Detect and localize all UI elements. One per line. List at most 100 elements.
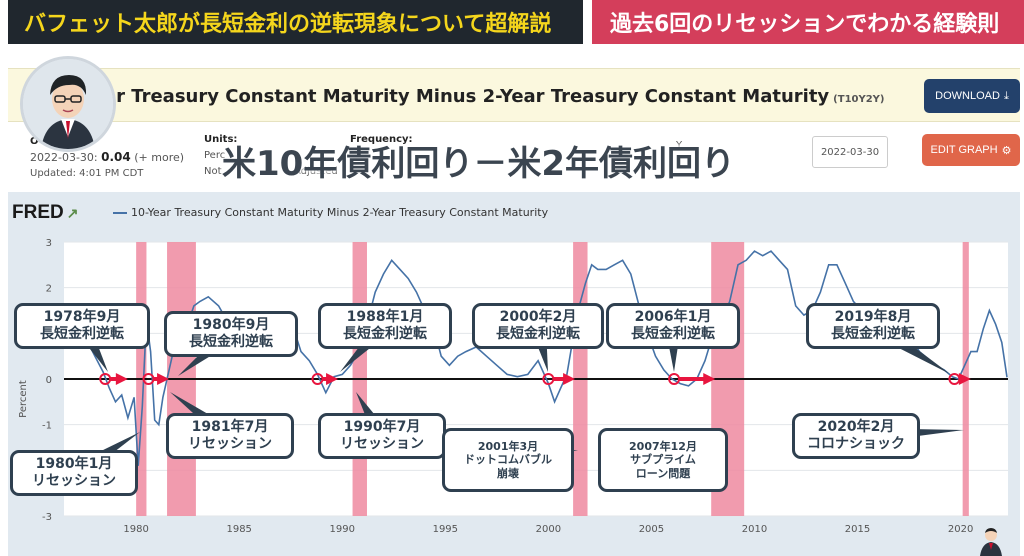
callout-box: 2001年3月 ドットコムバブル 崩壊: [442, 428, 574, 492]
callout-line: 崩壊: [497, 466, 519, 480]
banner-right: 過去6回のリセッションでわかる経験則: [592, 0, 1024, 44]
callout-line: 長短金利逆転: [631, 326, 715, 342]
callout-text: 1981年7月 リセッション: [188, 419, 272, 453]
inversion-arrowhead: [703, 373, 716, 385]
series-title: ar Treasury Constant Maturity Minus 2-Ye…: [104, 86, 885, 107]
y-tick-label: 2: [46, 284, 52, 295]
fred-logo: FRED ↗: [12, 202, 79, 223]
callout-line: ドットコムバブル: [464, 453, 552, 467]
callout-line: 2006年1月: [634, 309, 712, 326]
inversion-arrowhead: [326, 373, 339, 385]
y-tick-label: 0: [46, 375, 52, 386]
callout-line: 1988年1月: [346, 309, 424, 326]
fred-chart-icon: ↗: [66, 205, 79, 221]
presenter-icon: [980, 528, 1002, 556]
callout-line: リセッション: [188, 436, 272, 452]
callout-line: ローン問題: [635, 466, 691, 480]
callout-text: 2020年2月 コロナショック: [807, 419, 905, 453]
x-tick-label: 1990: [330, 524, 355, 535]
avatar-icon: [23, 59, 113, 149]
banner-left-text: バフェット太郎が長短金利の逆転現象について超解説: [24, 12, 552, 37]
callout-box: 1981年7月 リセッション: [166, 413, 294, 459]
edit-graph-button[interactable]: EDIT GRAPH ⚙: [922, 134, 1020, 166]
legend-label: 10-Year Treasury Constant Maturity Minus…: [131, 206, 549, 219]
chart-legend: 10-Year Treasury Constant Maturity Minus…: [113, 206, 548, 219]
inversion-arrowhead: [958, 373, 971, 385]
x-tick-label: 1995: [433, 524, 458, 535]
callout-text: 1980年1月 リセッション: [32, 456, 116, 490]
callout-text: 1978年9月 長短金利逆転: [40, 309, 124, 343]
callout-box: 1980年1月 リセッション: [10, 450, 138, 496]
download-button[interactable]: DOWNLOAD ⤓: [924, 79, 1020, 113]
inversion-arrowhead: [563, 373, 576, 385]
updated-text: Updated: 4:01 PM CDT: [30, 168, 144, 179]
x-tick-label: 1980: [123, 524, 148, 535]
date-range-label: Y: [676, 140, 683, 151]
callout-text: 1988年1月 長短金利逆転: [343, 309, 427, 343]
callout-line: 長短金利逆転: [496, 326, 580, 342]
units-value-2: Not: [204, 166, 222, 177]
obs-label: O: [30, 136, 39, 147]
callout-line: 2020年2月: [817, 419, 895, 436]
overlay-title: 米10年債利回り－米2年債利回り: [222, 144, 735, 184]
x-tick-label: 2015: [845, 524, 870, 535]
callout-line: 1978年9月: [43, 309, 121, 326]
series-title-bar: [8, 68, 1020, 122]
callout-box: 2007年12月 サブプライム ローン問題: [598, 428, 728, 492]
callout-line: 1981年7月: [191, 419, 269, 436]
edit-graph-label: EDIT GRAPH: [930, 144, 998, 156]
callout-box: 1980年9月 長短金利逆転: [164, 311, 298, 357]
callout-line: 長短金利逆転: [40, 326, 124, 342]
callout-box: 2020年2月 コロナショック: [792, 413, 920, 459]
x-tick-label: 2005: [639, 524, 664, 535]
end-date-input[interactable]: 2022-03-30: [812, 136, 888, 168]
series-title-text: ar Treasury Constant Maturity Minus 2-Ye…: [104, 86, 830, 107]
download-icon: ⤓: [1003, 89, 1009, 102]
callout-line: 長短金利逆転: [189, 334, 273, 350]
callout-text: 1980年9月 長短金利逆転: [189, 317, 273, 351]
banner-left: バフェット太郎が長短金利の逆転現象について超解説: [8, 0, 583, 44]
callout-line: 1990年7月: [343, 419, 421, 436]
callout-box: 2000年2月 長短金利逆転: [472, 303, 604, 349]
avatar: [20, 56, 116, 152]
obs-value: 0.04: [101, 150, 131, 164]
callout-text: 2007年12月 サブプライム ローン問題: [629, 440, 697, 480]
callout-line: 1980年9月: [192, 317, 270, 334]
callout-text: 1990年7月 リセッション: [340, 419, 424, 453]
callout-text: 2019年8月 長短金利逆転: [831, 309, 915, 343]
units-value-3: Adjusted: [294, 166, 338, 177]
callout-line: リセッション: [340, 436, 424, 452]
callout-line: サブプライム: [630, 453, 696, 467]
callout-line: コロナショック: [807, 436, 905, 452]
x-tick-label: 2020: [948, 524, 973, 535]
y-axis-label: Percent: [18, 380, 29, 418]
obs-value-line: 2022-03-30: 0.04 (+ more): [30, 150, 185, 164]
obs-more-link[interactable]: (+ more): [134, 151, 185, 164]
callout-line: リセッション: [32, 473, 116, 489]
banner-right-text: 過去6回のリセッションでわかる経験則: [610, 12, 1000, 37]
download-label: DOWNLOAD: [935, 90, 1000, 102]
callout-box: 1988年1月 長短金利逆転: [318, 303, 452, 349]
callout-line: 2019年8月: [834, 309, 912, 326]
callout-line: 2000年2月: [499, 309, 577, 326]
callout-box: 2019年8月 長短金利逆転: [806, 303, 940, 349]
y-tick-label: -1: [42, 421, 52, 432]
callout-text: 2000年2月 長短金利逆転: [496, 309, 580, 343]
frequency-label: Frequency:: [350, 134, 413, 145]
callout-box: 1978年9月 長短金利逆転: [14, 303, 150, 349]
callout-box: 2006年1月 長短金利逆転: [606, 303, 740, 349]
y-tick-label: 3: [46, 238, 52, 249]
x-tick-label: 2010: [742, 524, 767, 535]
callout-line: 2007年12月: [629, 440, 697, 454]
callout-line: 長短金利逆転: [831, 326, 915, 342]
callout-text: 2001年3月 ドットコムバブル 崩壊: [464, 440, 552, 480]
y-tick-label: -3: [42, 512, 52, 523]
units-label: Units:: [204, 134, 238, 145]
x-tick-label: 1985: [226, 524, 251, 535]
callout-line: 2001年3月: [477, 440, 539, 454]
callout-text: 2006年1月 長短金利逆転: [631, 309, 715, 343]
units-value: Perc: [204, 150, 226, 161]
x-tick-label: 2000: [536, 524, 561, 535]
legend-swatch: [113, 212, 127, 214]
inversion-arrowhead: [115, 373, 128, 385]
